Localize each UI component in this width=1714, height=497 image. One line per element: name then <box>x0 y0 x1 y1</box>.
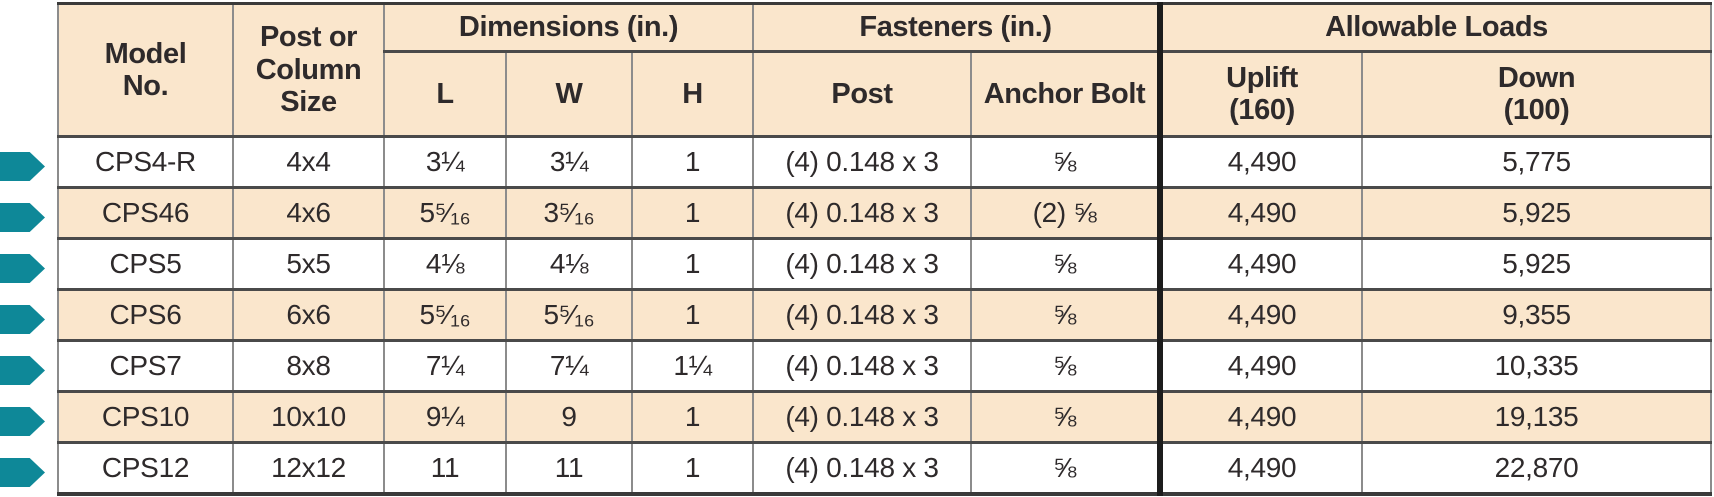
cell-fastener-post: (4) 0.148 x 3 <box>752 186 972 240</box>
cell-uplift-load: 4,490 <box>1157 186 1363 240</box>
cell-model-no: CPS10 <box>57 390 234 444</box>
cell-model-no: CPS7 <box>57 339 234 393</box>
cell-anchor-bolt: ⅝ <box>970 288 1161 342</box>
cell-post-size: 5x5 <box>232 237 385 291</box>
cell-down-load: 5,925 <box>1360 237 1713 291</box>
col-header-w: W <box>505 50 633 138</box>
cell-down-load: 10,335 <box>1360 339 1713 393</box>
col-group-dimensions: Dimensions (in.) <box>383 2 754 53</box>
row-marker-arrow-icon <box>0 152 45 181</box>
cell-uplift-load: 4,490 <box>1157 441 1363 496</box>
row-marker-arrow-icon <box>0 305 45 334</box>
cell-post-size: 10x10 <box>232 390 385 444</box>
cell-dim-l: 5⁵⁄₁₆ <box>383 186 507 240</box>
cell-uplift-load: 4,490 <box>1157 339 1363 393</box>
cell-dim-l: 7¼ <box>383 339 507 393</box>
cell-model-no: CPS12 <box>57 441 234 496</box>
cell-dim-h: 1 <box>631 237 754 291</box>
col-header-l: L <box>383 50 507 138</box>
col-group-fasteners: Fasteners (in.) <box>752 2 1161 53</box>
cell-dim-l: 9¼ <box>383 390 507 444</box>
cell-down-load: 9,355 <box>1360 288 1713 342</box>
cell-post-size: 8x8 <box>232 339 385 393</box>
cell-dim-h: 1 <box>631 288 754 342</box>
col-header-post-fastener: Post <box>752 50 972 138</box>
cell-down-load: 5,775 <box>1360 135 1713 189</box>
cell-dim-l: 5⁵⁄₁₆ <box>383 288 507 342</box>
cell-down-load: 5,925 <box>1360 186 1713 240</box>
col-header-uplift-160: Uplift (160) <box>1157 50 1363 138</box>
row-marker-gutter <box>0 0 56 497</box>
col-header-post-or-column-size: Post or Column Size <box>232 2 385 138</box>
cell-fastener-post: (4) 0.148 x 3 <box>752 339 972 393</box>
cell-anchor-bolt: (2) ⅝ <box>970 186 1161 240</box>
cell-post-size: 6x6 <box>232 288 385 342</box>
cell-anchor-bolt: ⅝ <box>970 339 1161 393</box>
cell-dim-w: 9 <box>505 390 633 444</box>
cell-dim-l: 3¼ <box>383 135 507 189</box>
cell-fastener-post: (4) 0.148 x 3 <box>752 135 972 189</box>
cell-model-no: CPS4-R <box>57 135 234 189</box>
cell-dim-w: 11 <box>505 441 633 496</box>
col-header-anchor-bolt: Anchor Bolt <box>970 50 1161 138</box>
table-row: CPS12 12x12 11 11 1 (4) 0.148 x 3 ⅝ 4,49… <box>57 441 1713 496</box>
row-marker-arrow-icon <box>0 407 45 436</box>
cell-model-no: CPS5 <box>57 237 234 291</box>
cell-fastener-post: (4) 0.148 x 3 <box>752 441 972 496</box>
cell-dim-h: 1 <box>631 390 754 444</box>
cell-post-size: 4x6 <box>232 186 385 240</box>
cell-uplift-load: 4,490 <box>1157 135 1363 189</box>
table-row: CPS46 4x6 5⁵⁄₁₆ 3⁵⁄₁₆ 1 (4) 0.148 x 3 (2… <box>57 186 1713 240</box>
table-row: CPS7 8x8 7¼ 7¼ 1¼ (4) 0.148 x 3 ⅝ 4,490 … <box>57 339 1713 393</box>
cell-anchor-bolt: ⅝ <box>970 390 1161 444</box>
cell-uplift-load: 4,490 <box>1157 288 1363 342</box>
cell-dim-l: 11 <box>383 441 507 496</box>
cell-dim-h: 1 <box>631 441 754 496</box>
row-marker-arrow-icon <box>0 254 45 283</box>
cell-model-no: CPS46 <box>57 186 234 240</box>
cell-anchor-bolt: ⅝ <box>970 441 1161 496</box>
cell-post-size: 4x4 <box>232 135 385 189</box>
cell-dim-w: 7¼ <box>505 339 633 393</box>
cps-post-base-spec-table: Model No. Post or Column Size Dimensions… <box>57 2 1713 496</box>
cell-dim-w: 5⁵⁄₁₆ <box>505 288 633 342</box>
cell-post-size: 12x12 <box>232 441 385 496</box>
col-header-model-no: Model No. <box>57 2 234 138</box>
cell-down-load: 19,135 <box>1360 390 1713 444</box>
cell-fastener-post: (4) 0.148 x 3 <box>752 237 972 291</box>
cell-uplift-load: 4,490 <box>1157 237 1363 291</box>
cell-dim-l: 4⅛ <box>383 237 507 291</box>
cell-dim-w: 3⁵⁄₁₆ <box>505 186 633 240</box>
row-marker-arrow-icon <box>0 356 45 385</box>
table-row: CPS6 6x6 5⁵⁄₁₆ 5⁵⁄₁₆ 1 (4) 0.148 x 3 ⅝ 4… <box>57 288 1713 342</box>
col-group-allowable-loads: Allowable Loads <box>1156 2 1713 53</box>
table-row: CPS4-R 4x4 3¼ 3¼ 1 (4) 0.148 x 3 ⅝ 4,490… <box>57 135 1713 189</box>
cell-uplift-load: 4,490 <box>1157 390 1363 444</box>
cell-dim-w: 3¼ <box>505 135 633 189</box>
table-row: CPS10 10x10 9¼ 9 1 (4) 0.148 x 3 ⅝ 4,490… <box>57 390 1713 444</box>
cell-fastener-post: (4) 0.148 x 3 <box>752 288 972 342</box>
cell-fastener-post: (4) 0.148 x 3 <box>752 390 972 444</box>
row-marker-arrow-icon <box>0 203 45 232</box>
header-row-groups: Model No. Post or Column Size Dimensions… <box>57 2 1713 138</box>
cell-dim-h: 1 <box>631 186 754 240</box>
cell-down-load: 22,870 <box>1360 441 1713 496</box>
cell-anchor-bolt: ⅝ <box>970 237 1161 291</box>
table-row: CPS5 5x5 4⅛ 4⅛ 1 (4) 0.148 x 3 ⅝ 4,490 5… <box>57 237 1713 291</box>
cell-dim-h: 1¼ <box>631 339 754 393</box>
row-marker-arrow-icon <box>0 458 45 487</box>
cell-anchor-bolt: ⅝ <box>970 135 1161 189</box>
col-header-h: H <box>631 50 754 138</box>
cell-model-no: CPS6 <box>57 288 234 342</box>
cell-dim-h: 1 <box>631 135 754 189</box>
col-header-down-100: Down (100) <box>1360 50 1713 138</box>
header-row-subcolumns: L W H Post Anchor Bolt Uplift (160) Down… <box>58 50 1713 138</box>
cell-dim-w: 4⅛ <box>505 237 633 291</box>
